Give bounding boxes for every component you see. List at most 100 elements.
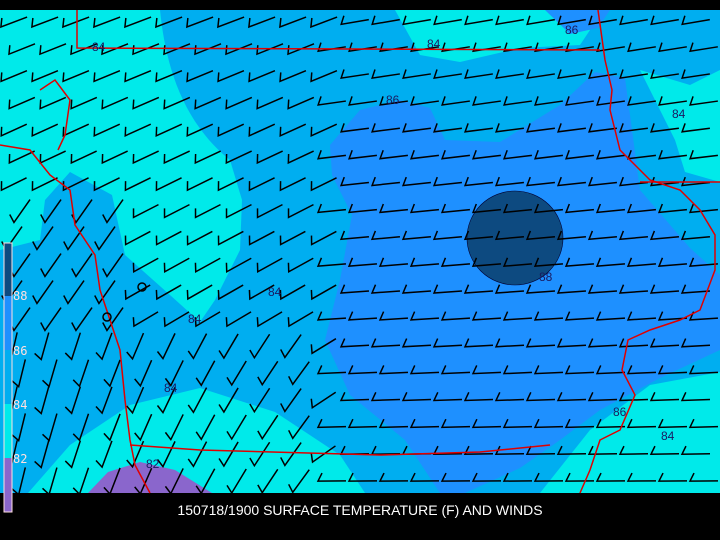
wind-barb [370, 284, 401, 294]
wind-barb [471, 418, 502, 429]
wind-barb [556, 445, 587, 455]
wind-barb [194, 311, 221, 328]
wind-barb [124, 123, 152, 137]
wind-barb [287, 96, 315, 110]
wind-barb [649, 445, 680, 455]
wind-barb [378, 472, 409, 482]
wind-barb [102, 307, 124, 332]
wind-barb [288, 415, 310, 440]
wind-barb [339, 230, 370, 241]
wind-barb [164, 414, 184, 441]
wind-barb [347, 311, 378, 321]
wind-barb [42, 413, 58, 442]
wind-barb [316, 472, 347, 482]
wind-barb [187, 387, 208, 414]
contour-label: 84 [661, 429, 675, 443]
wind-barb [495, 123, 524, 133]
legend-label: 86 [13, 344, 27, 358]
wind-barb [93, 69, 121, 83]
wind-barb [463, 284, 494, 294]
wind-barb [556, 284, 587, 294]
contour-label: 84 [672, 107, 686, 121]
wind-barb [463, 176, 493, 187]
wind-barb [565, 42, 594, 53]
wind-barb [194, 257, 221, 273]
wind-barbs [0, 15, 719, 496]
legend-swatch-above-88 [4, 243, 12, 296]
wind-barb [378, 149, 408, 160]
wind-barb [155, 16, 183, 29]
wind-barb [11, 359, 27, 388]
wind-barb [163, 150, 190, 165]
wind-barb [378, 418, 409, 429]
wind-barb [471, 472, 502, 482]
color-legend: 88 86 84 82 [3, 242, 27, 513]
wind-barb [378, 365, 409, 375]
wind-barb [287, 203, 314, 219]
wind-barb [126, 332, 145, 361]
wind-barb [124, 284, 151, 301]
wind-barb [42, 359, 58, 388]
wind-barb [156, 387, 176, 415]
wind-barb [525, 230, 556, 241]
wind-barb [163, 311, 190, 328]
state-border [39, 78, 71, 151]
wind-barb [0, 69, 28, 83]
wind-barb [525, 338, 556, 348]
wind-barb [494, 392, 525, 402]
wind-barb [39, 96, 67, 110]
wind-barb [316, 418, 347, 429]
wind-barb [132, 150, 159, 165]
wind-barb [618, 445, 649, 455]
wind-barb [432, 176, 462, 187]
wind-barb [650, 69, 679, 79]
wind-barb [310, 123, 338, 137]
wind-barb [588, 123, 617, 133]
wind-barb [587, 176, 617, 187]
wind-barb [494, 176, 524, 187]
legend-frame [3, 242, 13, 513]
wind-barb [371, 69, 400, 79]
wind-barb [681, 15, 710, 26]
wind-barb [62, 16, 90, 29]
wind-barb [256, 203, 283, 219]
wind-barb [502, 472, 533, 482]
wind-barb [40, 307, 62, 332]
wind-barb [626, 203, 657, 214]
wind-barb [564, 257, 595, 267]
wind-barb [31, 69, 59, 83]
wind-barb [103, 413, 121, 442]
wind-barb [62, 123, 90, 137]
wind-barb [618, 392, 649, 402]
wind-barb [279, 230, 306, 246]
wind-barb [433, 123, 462, 133]
wind-barb [155, 69, 183, 83]
wind-barb [433, 15, 462, 26]
wind-barb [225, 203, 252, 219]
wind-barb [163, 203, 190, 219]
wind-barb [627, 96, 656, 106]
wind-barb [432, 445, 463, 455]
wind-barb [401, 392, 432, 402]
legend-label: 84 [13, 398, 27, 412]
wind-barb [370, 230, 401, 241]
wind-barb [657, 365, 688, 375]
wind-barb [64, 440, 82, 469]
wind-barb [310, 16, 338, 29]
wind-barb [248, 69, 276, 83]
wind-barb [126, 386, 145, 415]
wind-barb [688, 257, 719, 267]
contour-region [28, 388, 365, 493]
legend-swatch-86-88 [4, 296, 12, 350]
wind-barb [347, 472, 378, 482]
wind-barb [288, 469, 310, 494]
state-borders [0, 9, 720, 494]
wind-barb [8, 150, 35, 165]
wind-barb [410, 42, 439, 53]
legend-label: 82 [13, 452, 27, 466]
wind-barb [649, 338, 680, 348]
wind-barb [310, 230, 337, 246]
wind-barb [217, 123, 245, 137]
wind-barb [155, 177, 182, 192]
wind-barb [533, 418, 564, 429]
